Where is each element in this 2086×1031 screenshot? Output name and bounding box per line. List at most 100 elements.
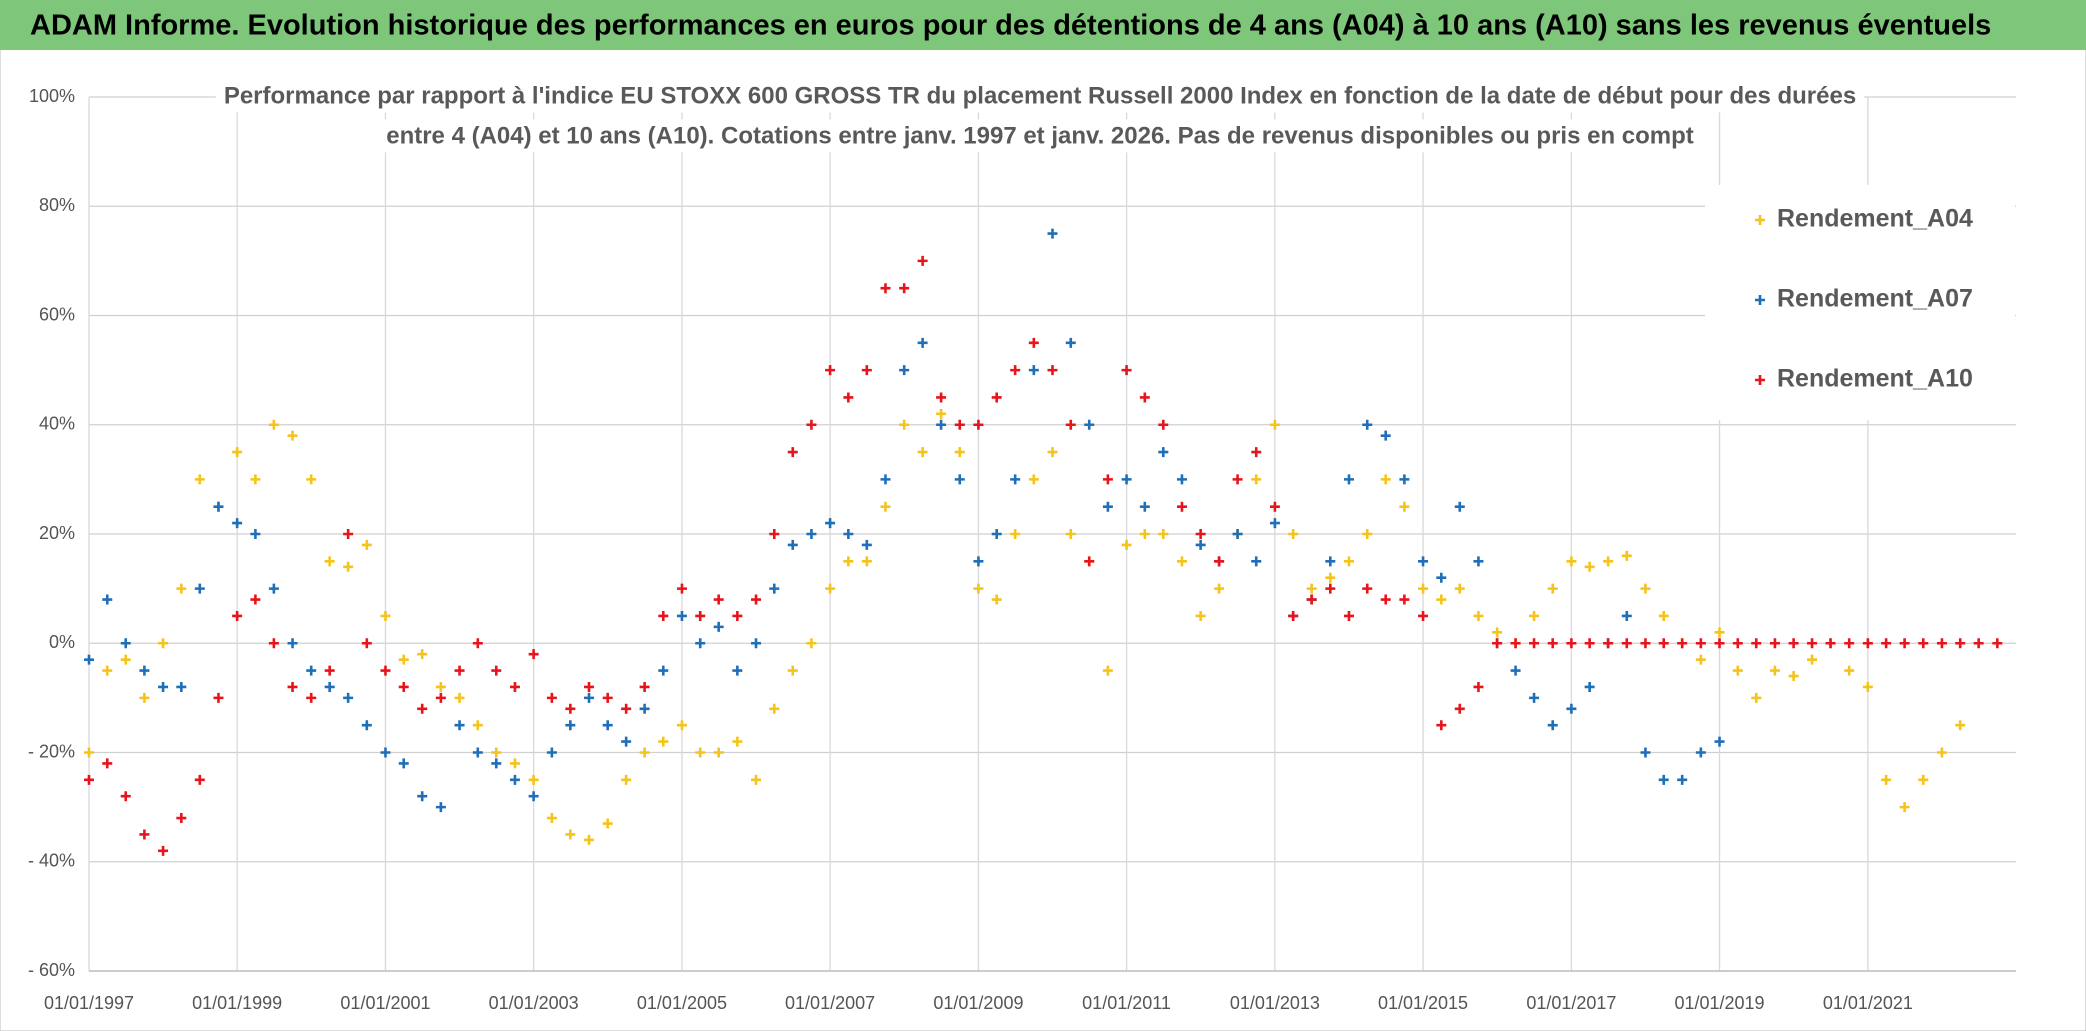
scatter-point [676,610,687,621]
y-tick-label: 0% [49,632,75,652]
scatter-point [1399,594,1410,605]
scatter-point [546,747,557,758]
scatter-point [1176,501,1187,512]
scatter-point [509,758,520,769]
scatter-point [787,539,798,550]
scatter-point [1399,501,1410,512]
scatter-point [324,665,335,676]
scatter-point [417,703,428,714]
scatter-point [991,392,1002,403]
scatter-point [324,681,335,692]
scatter-point [1139,501,1150,512]
scatter-point [509,681,520,692]
scatter-point [1936,638,1947,649]
chart-subtitle: entre 4 (A04) et 10 ans (A10). Cotations… [386,122,1694,149]
scatter-point [454,720,465,731]
scatter-point [509,774,520,785]
scatter-point [1362,583,1373,594]
scatter-point [880,474,891,485]
scatter-point [1047,447,1058,458]
scatter-point [454,692,465,703]
y-tick-label: 60% [39,304,75,324]
scatter-point [287,681,298,692]
scatter-point [713,594,724,605]
scatter-point [1418,610,1429,621]
scatter-point [1658,638,1669,649]
scatter-point [1677,774,1688,785]
scatter-point [1547,583,1558,594]
scatter-point [899,365,910,376]
scatter-point [232,447,243,458]
scatter-point [1380,594,1391,605]
scatter-point [1510,665,1521,676]
scatter-point [102,758,113,769]
legend-label: Rendement_A04 [1777,205,1973,233]
subtitle-background [378,119,1702,153]
scatter-point [1640,747,1651,758]
scatter-point [398,681,409,692]
scatter-point [1547,638,1558,649]
scatter-point [1751,638,1762,649]
scatter-point [380,610,391,621]
scatter-point [769,583,780,594]
scatter-point [1454,583,1465,594]
scatter-point [250,594,261,605]
scatter-point [1584,681,1595,692]
x-tick-label: 01/01/2009 [933,993,1023,1013]
scatter-point [1640,583,1651,594]
scatter-point [158,681,169,692]
scatter-point [806,529,817,539]
scatter-point [732,610,743,621]
legend-marker [1755,375,1765,385]
scatter-point [1251,447,1262,458]
scatter-point [1158,447,1169,458]
scatter-point [1158,529,1169,539]
scatter-point [1695,638,1706,649]
y-tick-label: 100% [29,86,75,106]
y-tick-label: 20% [39,523,75,543]
scatter-point [1547,720,1558,731]
scatter-point [917,447,928,458]
scatter-point [732,736,743,747]
scatter-point [417,791,428,802]
scatter-point [306,665,317,676]
scatter-point [1566,638,1577,649]
scatter-point [621,703,632,714]
scatter-point [584,692,595,703]
y-tick-label: - 40% [28,851,75,871]
scatter-point [84,774,94,785]
scatter-point [472,747,483,758]
scatter-point [1584,561,1595,572]
scatter-point [1251,556,1262,567]
scatter-point [1232,529,1243,539]
scatter-point [861,539,872,550]
scatter-point [1881,774,1892,785]
scatter-point [1269,419,1280,430]
scatter-point [84,747,94,758]
scatter-point [398,758,409,769]
scatter-point [546,813,557,824]
scatter-point [361,539,372,550]
scatter-point [936,408,947,419]
x-tick-label: 01/01/2019 [1674,993,1764,1013]
scatter-point [232,610,243,621]
scatter-point [1121,365,1132,376]
scatter-point [1454,501,1465,512]
x-tick-label: 01/01/1999 [192,993,282,1013]
scatter-point [917,255,928,266]
legend-marker [1755,215,1765,225]
legend-label: Rendement_A07 [1777,285,1973,313]
scatter-point [1603,556,1614,567]
scatter-point [1566,703,1577,714]
scatter-point [1362,419,1373,430]
scatter-point [565,703,576,714]
scatter-point [751,638,762,649]
scatter-point [194,583,205,594]
scatter-point [287,638,298,649]
scatter-point [343,529,354,539]
scatter-point [361,638,372,649]
scatter-point [787,447,798,458]
scatter-point [1769,665,1780,676]
scatter-point [602,692,613,703]
scatter-point [268,419,279,430]
